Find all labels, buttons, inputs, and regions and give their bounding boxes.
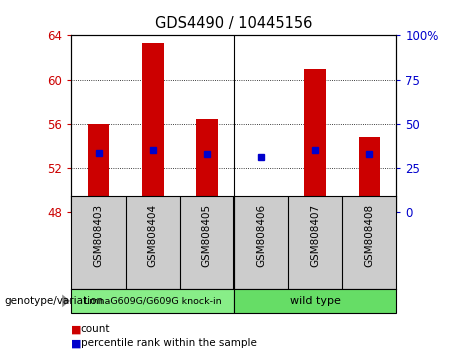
Bar <box>250 197 272 212</box>
Text: percentile rank within the sample: percentile rank within the sample <box>81 338 257 348</box>
Bar <box>142 43 164 212</box>
Text: GSM808405: GSM808405 <box>202 204 212 267</box>
Bar <box>71 289 234 313</box>
Text: count: count <box>81 324 110 334</box>
Bar <box>196 119 218 212</box>
Title: GDS4490 / 10445156: GDS4490 / 10445156 <box>155 16 313 32</box>
Text: GSM808404: GSM808404 <box>148 204 158 267</box>
Bar <box>304 69 326 212</box>
Text: ■: ■ <box>71 338 82 348</box>
Text: ■: ■ <box>71 324 82 334</box>
Text: genotype/variation: genotype/variation <box>5 296 104 306</box>
Text: GSM808407: GSM808407 <box>310 204 320 267</box>
Text: GSM808408: GSM808408 <box>364 204 374 267</box>
Text: GSM808403: GSM808403 <box>94 204 104 267</box>
Text: GSM808406: GSM808406 <box>256 204 266 267</box>
Bar <box>359 137 380 212</box>
Text: LmnaG609G/G609G knock-in: LmnaG609G/G609G knock-in <box>84 296 222 306</box>
Polygon shape <box>62 295 70 307</box>
Bar <box>234 289 396 313</box>
Bar <box>88 124 109 212</box>
Text: wild type: wild type <box>290 296 341 306</box>
